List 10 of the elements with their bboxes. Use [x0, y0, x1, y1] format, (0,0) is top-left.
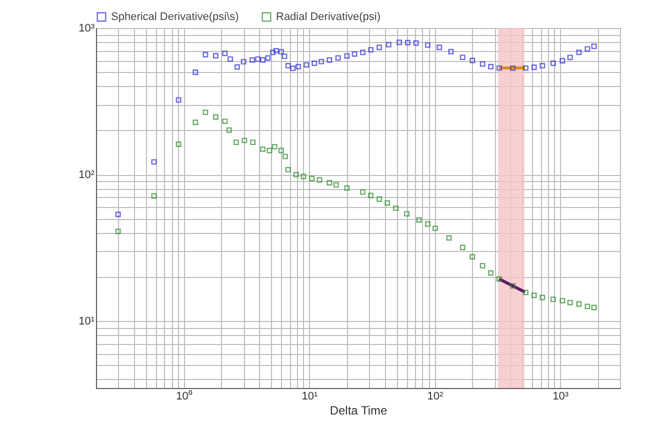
legend-label: Spherical Derivative(psi\s) [111, 10, 239, 23]
legend-label: Radial Derivative(psi) [276, 10, 381, 23]
y-tick-label: 10³ [78, 22, 95, 34]
y-tick-label: 10² [78, 169, 95, 182]
x-tick-label: 10¹ [302, 390, 318, 402]
x-tick-label: 10⁰ [176, 390, 192, 402]
x-tick-label: 10² [427, 390, 444, 402]
x-axis-title: Delta Time [330, 404, 388, 418]
x-tick-label: 10³ [552, 390, 569, 402]
y-tick-label: 10¹ [78, 316, 95, 328]
